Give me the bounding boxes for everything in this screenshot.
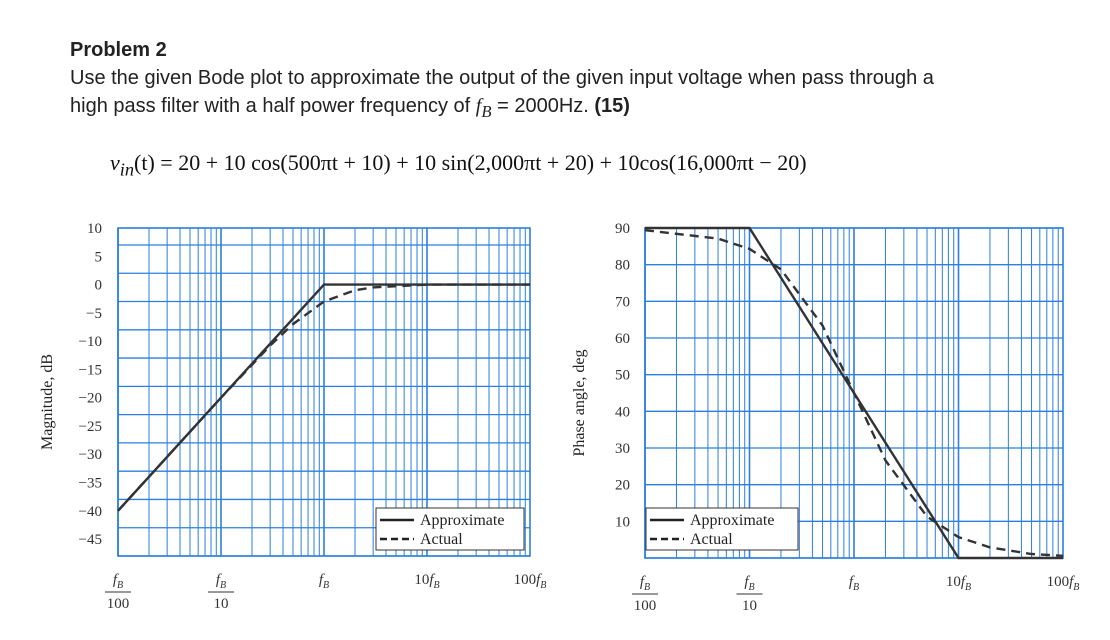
points-label: (15) <box>594 95 630 117</box>
x-tick-sub: B <box>117 580 123 591</box>
series-actual-line <box>117 283 530 512</box>
x-tick-label: 100fB <box>514 572 547 591</box>
y-tick-label: 50 <box>615 368 630 384</box>
x-tick-label: fB <box>216 572 226 591</box>
x-tick-sub: B <box>434 580 440 591</box>
y-tick-label: 10 <box>615 514 630 530</box>
y-tick-label: 10 <box>87 221 102 237</box>
x-tick-f: f <box>1069 574 1075 590</box>
x-tick-f: f <box>849 574 855 590</box>
y-tick-label: −45 <box>79 532 102 548</box>
x-tick-label: 10fB <box>946 574 971 593</box>
x-tick-label: 10fB <box>414 572 439 591</box>
y-tick-label: −40 <box>79 504 102 520</box>
input-voltage-equation: vin(t) = 20 + 10 cos(500πt + 10) + 10 si… <box>110 150 807 180</box>
problem-line-1: Use the given Bode plot to approximate t… <box>70 67 934 89</box>
y-tick-label: 0 <box>95 278 103 294</box>
y-tick-label: −30 <box>79 447 102 463</box>
legend-label-approximate: Approximate <box>690 512 774 529</box>
y-tick-label: −10 <box>79 334 102 350</box>
x-tick-denominator: 100 <box>634 598 657 614</box>
y-tick-label: 70 <box>615 294 630 310</box>
legend-box <box>375 507 525 551</box>
x-tick-denominator: 10 <box>214 596 229 612</box>
problem-text: Problem 2 Use the given Bode plot to app… <box>70 36 1080 126</box>
y-tick-label: −5 <box>86 306 102 322</box>
y-tick-label: 80 <box>615 258 630 274</box>
legend-label-actual: Actual <box>420 531 463 548</box>
x-tick-prefix: 10 <box>946 574 961 590</box>
plot-frame <box>644 227 1064 559</box>
y-tick-label: 5 <box>95 249 103 265</box>
x-tick-f: f <box>113 572 119 588</box>
x-tick-f: f <box>429 572 435 588</box>
y-axis-title: Phase angle, deg <box>571 349 588 456</box>
x-tick-denominator: 100 <box>107 596 130 612</box>
x-tick-sub: B <box>644 582 650 593</box>
x-tick-f: f <box>319 572 325 588</box>
problem-title: Problem 2 <box>70 39 167 61</box>
fb-sub: B <box>481 102 492 121</box>
x-tick-sub: B <box>220 580 226 591</box>
x-tick-sub: B <box>853 582 859 593</box>
x-tick-f: f <box>640 574 646 590</box>
y-tick-label: −15 <box>79 362 102 378</box>
y-tick-label: 40 <box>615 404 630 420</box>
x-tick-sub: B <box>965 582 971 593</box>
series-actual-line <box>644 229 1064 557</box>
legend-label-approximate: Approximate <box>420 512 504 529</box>
x-tick-label: fB <box>640 574 650 593</box>
x-tick-f: f <box>536 572 542 588</box>
eq-rest: (t) = 20 + 10 cos(500πt + 10) + 10 sin(2… <box>134 150 807 175</box>
series-approximate-line <box>117 283 530 512</box>
y-axis-title: Magnitude, dB <box>39 354 56 450</box>
x-tick-prefix: 100 <box>514 572 537 588</box>
x-tick-label: fB <box>319 572 329 591</box>
x-tick-denominator: 10 <box>742 598 757 614</box>
x-tick-sub: B <box>1073 582 1079 593</box>
x-tick-label: fB <box>744 574 754 593</box>
x-tick-sub: B <box>540 580 546 591</box>
x-tick-f: f <box>961 574 967 590</box>
x-tick-prefix: 10 <box>414 572 429 588</box>
fb-symbol: f <box>475 95 482 117</box>
x-tick-label: 100fB <box>1047 574 1080 593</box>
chart-1: 10 5 0 −5 −10 −15 −20 −25 −30 −35 −40 −45 Magnitude,… <box>39 221 546 612</box>
y-tick-label: −35 <box>79 475 102 491</box>
y-tick-label: −25 <box>79 419 102 435</box>
x-tick-prefix: 100 <box>1047 574 1070 590</box>
y-tick-label: 30 <box>615 441 630 457</box>
y-tick-label: 60 <box>615 331 630 347</box>
y-tick-label: 20 <box>615 478 630 494</box>
x-tick-label: fB <box>113 572 123 591</box>
x-tick-f: f <box>216 572 222 588</box>
problem-line-2: high pass filter with a half power frequ… <box>70 92 1080 126</box>
y-tick-label: 90 <box>615 221 630 237</box>
eq-v: v <box>110 150 120 175</box>
legend-label-actual: Actual <box>690 531 733 548</box>
plot-frame <box>117 227 531 557</box>
eq-sub: in <box>119 159 135 180</box>
line2-pre: high pass filter with a half power frequ… <box>70 95 476 117</box>
x-tick-sub: B <box>749 582 755 593</box>
x-tick-sub: B <box>323 580 329 591</box>
x-tick-f: f <box>744 574 750 590</box>
y-tick-label: −20 <box>79 391 102 407</box>
line2-post: = 2000Hz. <box>491 95 595 117</box>
x-tick-label: fB <box>849 574 859 593</box>
legend-box <box>645 507 799 551</box>
